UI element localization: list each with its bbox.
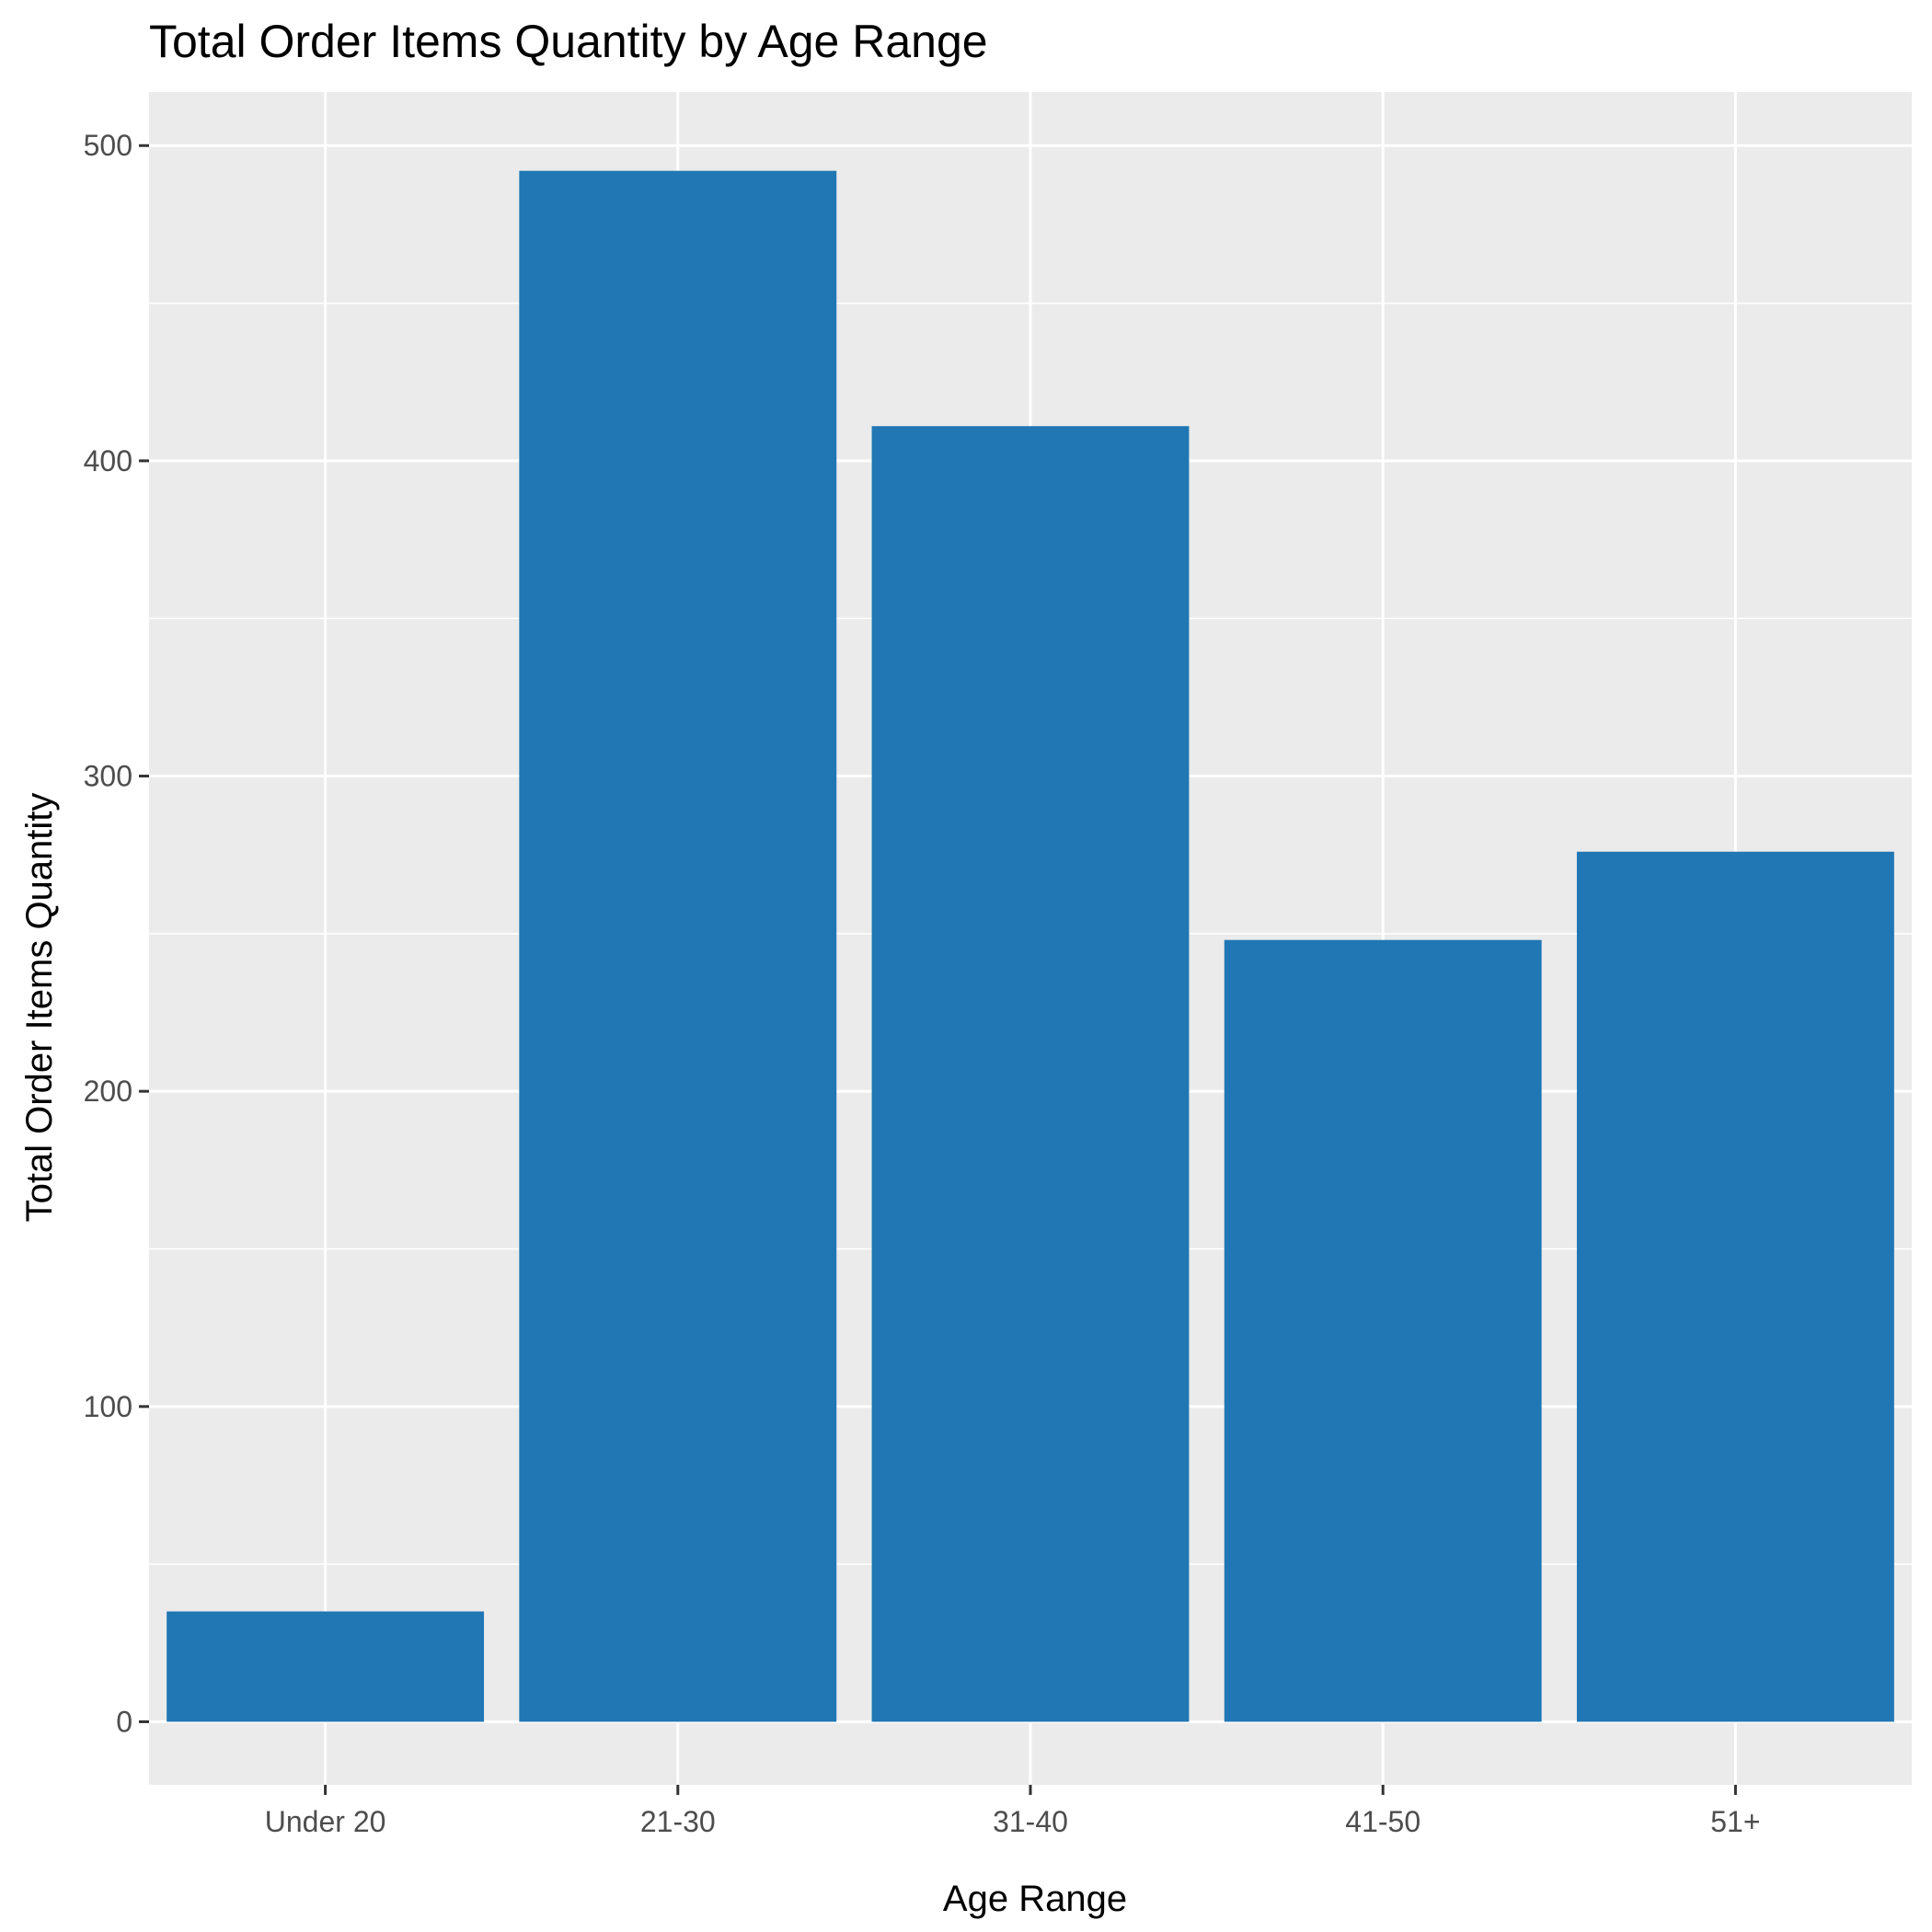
bar [1224, 939, 1542, 1722]
y-tick-label: 0 [116, 1705, 132, 1738]
y-tick-label: 300 [84, 760, 132, 793]
y-tick-label: 500 [84, 129, 132, 162]
x-tick-label: 41-50 [1345, 1805, 1420, 1838]
x-axis: Under 20 21-30 31-40 41-50 51+ [265, 1785, 1761, 1838]
x-tick-label: Under 20 [265, 1805, 386, 1838]
bar [167, 1611, 485, 1722]
y-axis: 0 100 200 300 400 500 [84, 129, 149, 1738]
y-tick-label: 400 [84, 444, 132, 477]
bars [167, 170, 1894, 1722]
x-tick-label: 51+ [1710, 1805, 1760, 1838]
y-axis-title: Total Order Items Quantity [19, 793, 60, 1223]
chart-title: Total Order Items Quantity by Age Range [149, 16, 988, 67]
bar [519, 170, 837, 1722]
x-tick-label: 31-40 [993, 1805, 1068, 1838]
y-tick-label: 200 [84, 1075, 132, 1108]
bar [1576, 851, 1894, 1722]
y-tick-label: 100 [84, 1390, 132, 1423]
x-axis-title: Age Range [943, 1879, 1127, 1919]
x-tick-label: 21-30 [640, 1805, 716, 1838]
bar [871, 426, 1190, 1722]
